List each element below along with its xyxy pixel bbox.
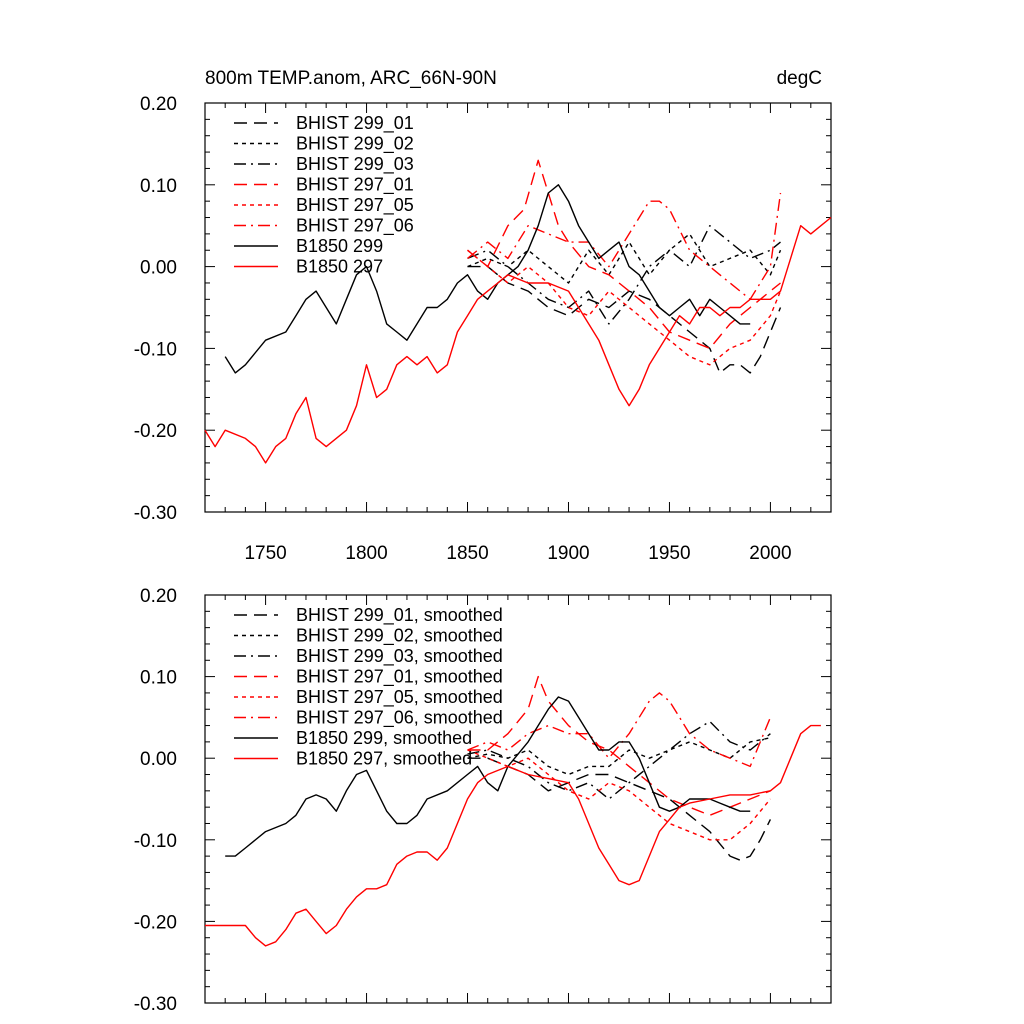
series-line-3 [467,225,781,325]
x-tick-label: 1750 [244,543,286,564]
chart-title: 800m TEMP.anom, ARC_66N-90N [205,68,497,89]
plot-frame [204,102,832,513]
x-tick-label: 1900 [547,543,589,564]
y-tick-label: -0.30 [134,994,177,1015]
series-line-8 [205,724,821,947]
plot-frame [204,594,832,1004]
legend-label: B1850 297 [296,257,383,277]
legend-label: B1850 297, smoothed [296,749,472,769]
x-tick-label: 1850 [446,543,488,564]
legend-label: BHIST 299_02 [296,134,414,155]
legend-label: BHIST 299_03 [296,154,414,175]
top-chart: 800m TEMP.anom, ARC_66N-90N degC 0.20 0.1… [134,68,832,564]
legend-label: BHIST 297_05, smoothed [296,687,503,708]
x-tick-label: 1800 [345,543,387,564]
y-tick-label: -0.20 [134,912,177,933]
y-tick-label: 0.00 [140,749,177,770]
series-line-1 [467,757,772,861]
legend-label: B1850 299 [296,236,383,256]
x-tick-label: 2000 [749,543,791,564]
legend-label: BHIST 297_06 [296,216,414,237]
y-tick-label: -0.20 [134,421,177,442]
y-tick-label: -0.10 [134,339,177,360]
series-line-3 [467,720,771,800]
legend-label: BHIST 297_06, smoothed [296,708,503,729]
series-line-6 [467,692,772,768]
series-line-2 [467,233,782,284]
bottom-chart: 0.20 0.10 0.00 -0.10 -0.20 -0.30 BHIST 299_01,… [134,586,832,1015]
legend-label: BHIST 299_01 [296,113,414,134]
y-tick-label: 0.20 [140,586,177,607]
series-line-8 [204,216,832,464]
legend-label: BHIST 299_03, smoothed [296,646,503,667]
series-line-5 [467,749,771,841]
legend-label: BHIST 297_01, smoothed [296,667,503,688]
x-tick-label: 1950 [648,543,690,564]
series-line-4 [467,675,771,816]
y-tick-label: -0.30 [134,503,177,524]
series-line-4 [467,159,781,350]
chart-units: degC [777,68,822,89]
series-line-6 [467,192,782,300]
y-tick-label: -0.10 [134,831,177,852]
series-line-1 [467,265,782,374]
legend-label: BHIST 297_01 [296,175,414,196]
legend-label: BHIST 299_01, smoothed [296,605,503,626]
y-tick-label: 0.10 [140,176,177,197]
legend-label: BHIST 297_05 [296,195,414,216]
y-tick-label: 0.10 [140,668,177,689]
legend-label: BHIST 299_02, smoothed [296,626,503,647]
y-tick-label: 0.20 [140,94,177,115]
legend-label: B1850 299, smoothed [296,728,472,748]
y-tick-label: 0.00 [140,258,177,279]
series-line-7 [225,696,751,857]
